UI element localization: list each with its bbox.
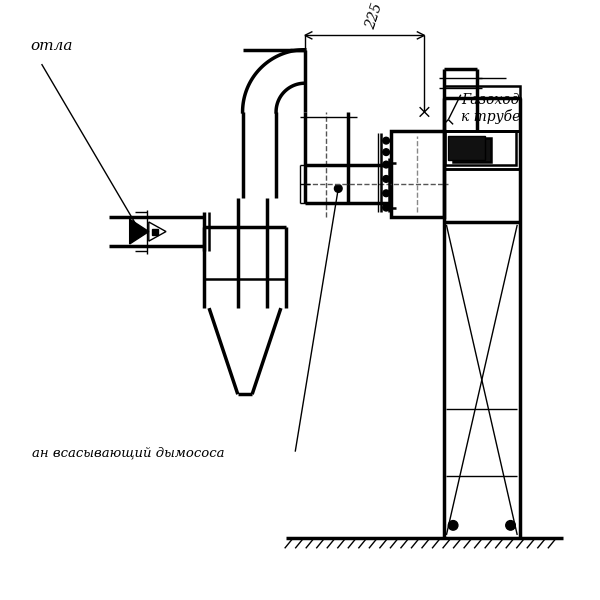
- Bar: [152, 229, 158, 235]
- Circle shape: [383, 149, 389, 155]
- Text: отла: отла: [30, 38, 73, 53]
- Text: ан всасывающий дымососа: ан всасывающий дымососа: [32, 447, 224, 460]
- Bar: [391, 131, 443, 217]
- Circle shape: [383, 204, 389, 211]
- Bar: [443, 131, 520, 169]
- Circle shape: [383, 176, 389, 182]
- Bar: [443, 86, 520, 98]
- Bar: [445, 131, 516, 164]
- Text: Газоход
к трубе: Газоход к трубе: [461, 93, 520, 124]
- Circle shape: [334, 185, 342, 193]
- Circle shape: [383, 161, 389, 168]
- Bar: [453, 138, 491, 161]
- Circle shape: [506, 521, 515, 530]
- Text: 225: 225: [364, 1, 385, 31]
- Bar: [443, 98, 520, 131]
- Polygon shape: [130, 219, 149, 244]
- Circle shape: [383, 190, 389, 197]
- Bar: [443, 98, 520, 538]
- Circle shape: [448, 521, 458, 530]
- Bar: [448, 136, 485, 160]
- Circle shape: [383, 137, 389, 144]
